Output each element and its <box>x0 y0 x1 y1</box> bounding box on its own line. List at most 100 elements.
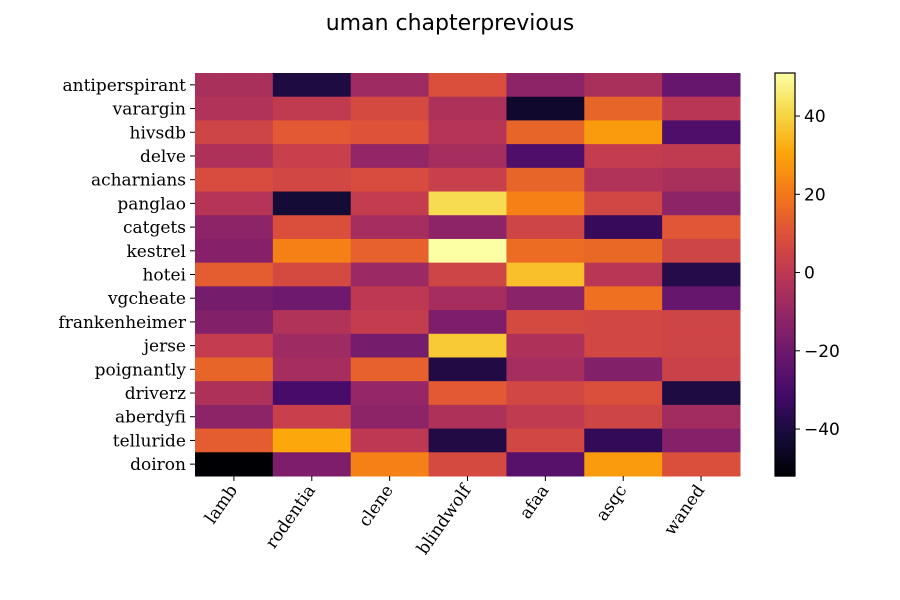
colorbar-segment <box>775 217 795 222</box>
column-label: waned <box>660 481 709 539</box>
heatmap-cell <box>506 286 585 311</box>
heatmap-cell <box>662 381 741 406</box>
colorbar-segment <box>775 375 795 380</box>
colorbar-segment <box>775 291 795 296</box>
heatmap-cell <box>662 167 741 193</box>
colorbar-segment <box>775 86 795 91</box>
heatmap-cell <box>195 238 274 264</box>
colorbar-segment <box>775 294 795 299</box>
heatmap-cell <box>195 215 274 240</box>
colorbar-segment <box>775 187 795 192</box>
heatmap-cell <box>506 404 585 430</box>
colorbar-segment <box>775 284 795 289</box>
heatmap-cell <box>195 404 274 430</box>
colorbar-segment <box>775 150 795 155</box>
column-label: afaa <box>516 481 553 523</box>
colorbar-segment <box>775 207 795 212</box>
heatmap-cell <box>350 215 430 240</box>
colorbar-segment <box>775 338 795 343</box>
row-label: jerse <box>142 337 186 357</box>
colorbar-segment <box>775 200 795 205</box>
colorbar-segment <box>775 311 795 316</box>
colorbar-segment <box>775 418 795 423</box>
row-label: hotei <box>142 266 186 286</box>
heatmap-cell <box>195 428 274 453</box>
heatmap-cell <box>428 357 507 382</box>
heatmap-cell <box>428 73 507 98</box>
heatmap-cell <box>272 120 352 145</box>
colorbar-segment <box>775 264 795 269</box>
heatmap-cell <box>195 73 274 98</box>
colorbar-segment <box>775 116 795 121</box>
colorbar-segment <box>775 123 795 128</box>
heatmap-cell <box>506 96 585 121</box>
heatmap-cell <box>428 144 507 169</box>
colorbar-segment <box>775 99 795 104</box>
row-label: panglao <box>117 194 186 214</box>
colorbar-segment <box>775 156 795 161</box>
heatmap-cell <box>662 73 741 98</box>
colorbar-segment <box>775 368 795 373</box>
colorbar-segment <box>775 261 795 266</box>
colorbar-segment <box>775 126 795 131</box>
colorbar-segment <box>775 267 795 272</box>
heatmap-cell <box>428 215 507 240</box>
colorbar-segment <box>775 193 795 198</box>
heatmap-cell <box>272 357 352 382</box>
colorbar-segment <box>775 177 795 182</box>
heatmap-cell <box>506 144 585 169</box>
heatmap-cell <box>272 215 352 240</box>
heatmap-cell <box>584 73 663 98</box>
colorbar-segment <box>775 371 795 376</box>
heatmap-cell <box>662 428 741 453</box>
heatmap-cell <box>662 262 741 287</box>
colorbar-segment <box>775 358 795 363</box>
heatmap-cell <box>506 215 585 240</box>
colorbar-segment <box>775 432 795 437</box>
heatmap-cell <box>272 191 352 216</box>
heatmap-cell <box>584 452 663 477</box>
row-label: vgcheate <box>107 289 186 309</box>
colorbar-segment <box>775 398 795 403</box>
colorbar-segment <box>775 234 795 239</box>
colorbar-segment <box>775 445 795 450</box>
colorbar-segment <box>775 422 795 427</box>
heatmap-cell <box>662 96 741 121</box>
heatmap-cell <box>195 286 274 311</box>
heatmap-cell <box>272 73 352 98</box>
colorbar-segment <box>775 230 795 235</box>
colorbar-segment <box>775 469 795 474</box>
heatmap-cell <box>428 381 507 406</box>
colorbar-segment <box>775 197 795 202</box>
heatmap-cell <box>506 428 585 453</box>
colorbar-segment <box>775 210 795 215</box>
heatmap-cell <box>350 73 430 98</box>
colorbar-segment <box>775 408 795 413</box>
heatmap-cell <box>428 191 507 216</box>
heatmap-cell <box>428 96 507 121</box>
colorbar-segment <box>775 180 795 185</box>
row-label: telluride <box>113 431 186 451</box>
heatmap-cell <box>506 191 585 216</box>
heatmap-cell <box>350 167 430 193</box>
colorbar-segment <box>775 83 795 88</box>
colorbar-segment <box>775 298 795 302</box>
colorbar-segment <box>775 455 795 460</box>
heatmap-cell <box>272 262 352 287</box>
colorbar-segment <box>775 146 795 151</box>
heatmap-cell <box>195 120 274 145</box>
colorbar-segment <box>775 160 795 165</box>
column-label: blindwolf <box>413 480 476 558</box>
colorbar-tick-label: 0 <box>804 264 815 284</box>
colorbar-segment <box>775 378 795 383</box>
heatmap-cell <box>506 452 585 477</box>
colorbar-segment <box>775 405 795 410</box>
colorbar-segment <box>775 277 795 282</box>
heatmap-cell <box>662 357 741 382</box>
colorbar-segment <box>775 334 795 339</box>
colorbar-segment <box>775 106 795 111</box>
row-label: hivsdb <box>130 123 187 143</box>
heatmap-cell <box>195 452 274 477</box>
colorbar-segment <box>775 96 795 101</box>
